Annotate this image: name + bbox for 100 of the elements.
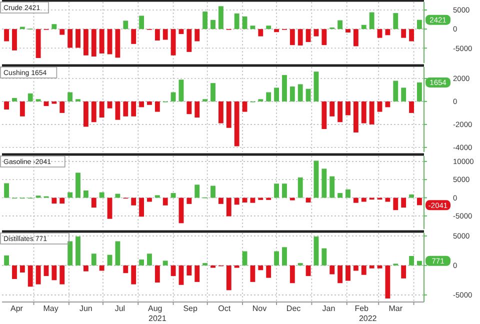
bar xyxy=(147,198,152,202)
bar xyxy=(361,101,366,124)
bar xyxy=(147,254,152,266)
bar xyxy=(210,186,216,198)
bar xyxy=(234,265,240,268)
bar xyxy=(154,101,160,112)
bar xyxy=(417,198,422,206)
text: 2022 xyxy=(358,314,378,323)
bar xyxy=(170,193,176,198)
bar xyxy=(290,86,295,102)
bar xyxy=(385,265,390,298)
bar xyxy=(91,254,96,266)
bar xyxy=(393,198,398,210)
bar xyxy=(170,92,176,102)
bar xyxy=(68,192,73,198)
bar xyxy=(250,198,256,203)
x-tick-label: Jun xyxy=(79,304,92,313)
bar xyxy=(298,177,303,198)
x-tick-label: Dec xyxy=(286,304,301,313)
bar xyxy=(234,198,240,205)
bar xyxy=(36,265,41,284)
bar xyxy=(401,198,406,208)
bar xyxy=(99,265,104,271)
bar xyxy=(162,29,168,40)
bar xyxy=(139,16,144,30)
bar xyxy=(83,29,88,56)
bar xyxy=(258,265,264,270)
bar xyxy=(68,92,73,102)
x-tick-label: Feb xyxy=(354,304,370,313)
bar xyxy=(385,29,390,36)
bar xyxy=(91,101,96,122)
bar xyxy=(409,194,414,198)
bar xyxy=(186,101,192,114)
bar xyxy=(178,198,184,224)
bar xyxy=(322,248,327,266)
bar xyxy=(107,254,112,266)
bar xyxy=(139,260,144,266)
bar xyxy=(107,198,112,219)
bar xyxy=(107,29,112,54)
bar xyxy=(258,29,264,36)
bar xyxy=(210,265,216,268)
bar xyxy=(242,251,248,266)
bar xyxy=(52,24,57,30)
bar xyxy=(154,29,160,41)
x-tick-label: May xyxy=(43,304,58,313)
bar xyxy=(346,265,350,281)
bar xyxy=(314,72,319,102)
bar xyxy=(322,101,327,130)
bar xyxy=(60,198,65,204)
bar xyxy=(68,241,73,266)
bar xyxy=(36,29,41,58)
bar xyxy=(178,80,184,102)
bar xyxy=(60,29,65,35)
bar xyxy=(115,29,120,58)
bar xyxy=(4,255,9,266)
bar xyxy=(20,101,25,116)
bar xyxy=(218,6,224,30)
bar xyxy=(298,29,303,46)
bar xyxy=(250,265,256,282)
x-tick-label: Aug xyxy=(148,304,162,313)
bar xyxy=(4,29,9,42)
bar xyxy=(274,184,279,198)
bar xyxy=(330,176,335,198)
bar xyxy=(186,198,192,204)
x-tick-label: Oct xyxy=(218,304,232,313)
bar xyxy=(154,265,160,283)
bar xyxy=(346,101,350,116)
bar xyxy=(186,265,192,276)
bar xyxy=(218,101,224,124)
bar xyxy=(4,183,9,198)
bar xyxy=(52,265,57,280)
bar xyxy=(202,12,208,30)
bar xyxy=(353,29,358,46)
bar xyxy=(83,101,88,127)
x-tick-label: Apr xyxy=(10,304,24,313)
bar xyxy=(242,101,248,112)
bar xyxy=(123,101,128,116)
bar xyxy=(210,20,216,30)
bar xyxy=(266,265,272,278)
bar xyxy=(250,26,256,30)
bar xyxy=(306,88,311,102)
bar xyxy=(377,101,382,112)
bar xyxy=(91,198,96,208)
bar xyxy=(44,265,49,276)
bar xyxy=(99,29,104,54)
bar xyxy=(401,88,406,102)
bar xyxy=(353,198,358,203)
bar xyxy=(115,194,120,198)
bar xyxy=(139,198,144,217)
bar xyxy=(68,29,73,48)
bar xyxy=(314,29,319,36)
bar xyxy=(76,29,80,48)
bar xyxy=(162,260,168,266)
bar xyxy=(369,12,374,30)
bar xyxy=(91,29,96,57)
bar xyxy=(83,265,88,272)
bar xyxy=(194,184,200,198)
bar xyxy=(409,29,414,42)
bar xyxy=(369,101,374,124)
bar xyxy=(282,184,287,198)
